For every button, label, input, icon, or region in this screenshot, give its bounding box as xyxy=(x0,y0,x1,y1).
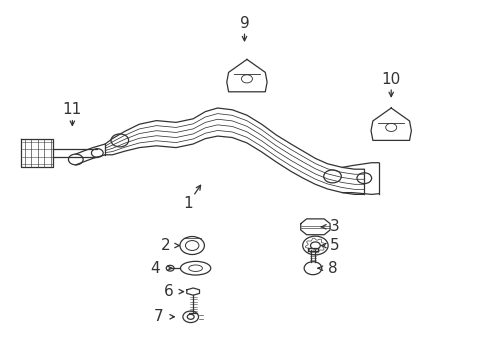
Text: 1: 1 xyxy=(183,196,193,211)
Text: 8: 8 xyxy=(327,261,337,276)
Text: 2: 2 xyxy=(160,238,170,253)
Text: 7: 7 xyxy=(154,309,163,324)
Text: 9: 9 xyxy=(239,16,249,31)
Text: 6: 6 xyxy=(163,284,173,299)
Text: 3: 3 xyxy=(329,219,339,234)
Text: 11: 11 xyxy=(62,102,82,117)
Text: 4: 4 xyxy=(150,261,160,276)
Text: 10: 10 xyxy=(381,72,400,87)
Text: 5: 5 xyxy=(329,238,339,253)
